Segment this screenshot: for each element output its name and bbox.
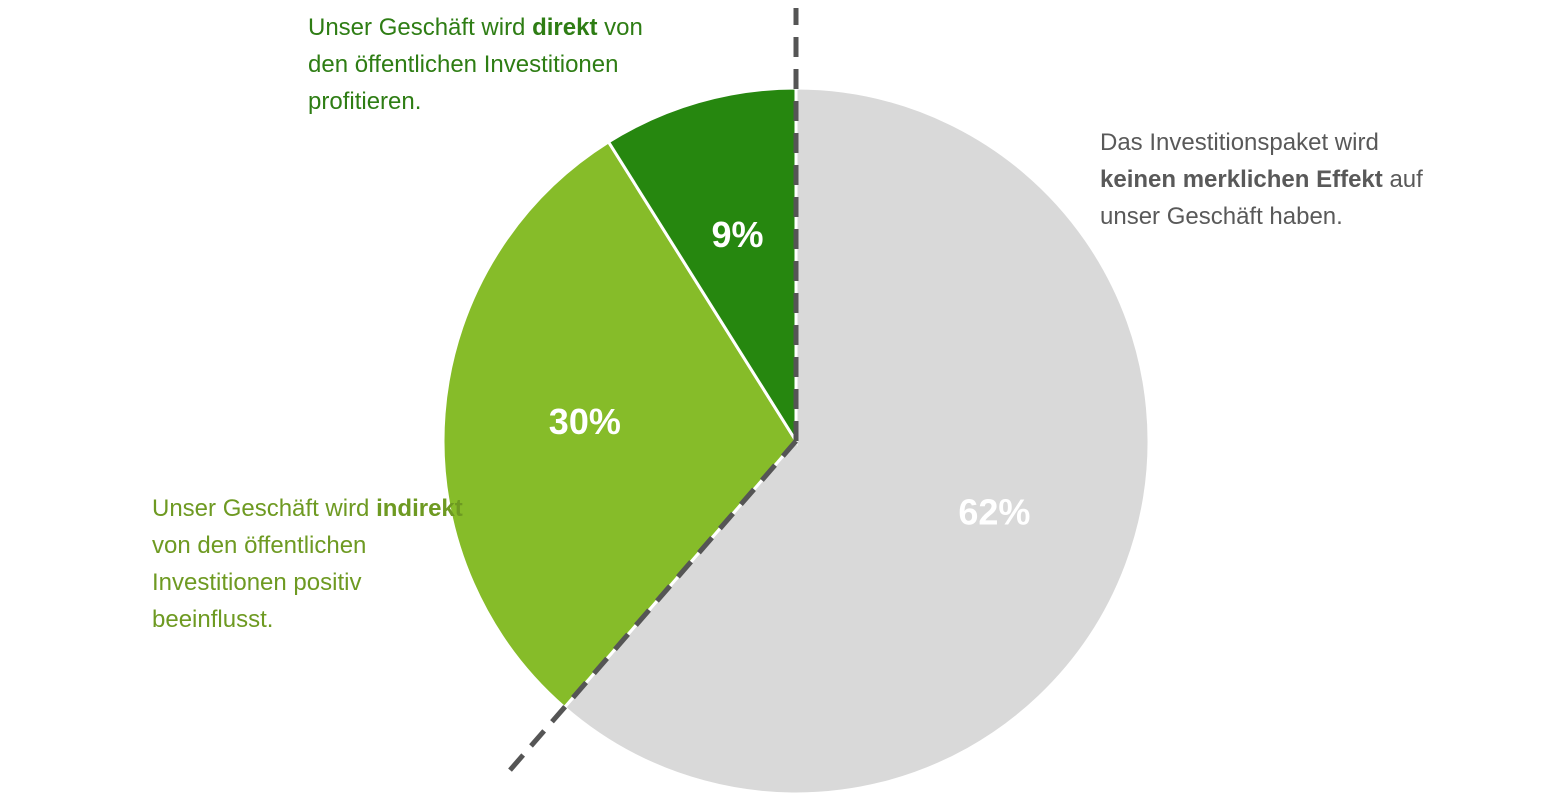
annotation-text: keinen merklichen Effekt: [1100, 166, 1383, 193]
annotation-line: Investitionen positiv: [152, 564, 463, 601]
annotation-text: unser Geschäft haben.: [1100, 203, 1343, 230]
annotation-line: beeinflusst.: [152, 601, 463, 638]
annotation-line: von den öffentlichen: [152, 527, 463, 564]
annotation-text: indirekt: [376, 495, 463, 522]
data-label: 62%: [958, 492, 1030, 533]
annotation-line: Unser Geschäft wird indirekt: [152, 490, 463, 527]
annotation-text: Unser Geschäft wird: [308, 14, 533, 41]
annotation-line: profitieren.: [308, 83, 643, 120]
annotation: Unser Geschäft wird indirekt von den öffe…: [152, 490, 463, 638]
pie-slice: [562, 86, 1151, 794]
annotation-text: auf: [1382, 166, 1423, 193]
annotation-text: direkt: [532, 14, 598, 41]
annotation-text: von: [597, 14, 643, 41]
annotation: Unser Geschäft wird direkt von den öffent…: [308, 9, 643, 120]
annotation-text: den öffentlichen Investitionen: [308, 51, 619, 78]
pie-slice: [606, 86, 798, 447]
annotation-text: Unser Geschäft wird: [152, 495, 377, 522]
annotation-line: keinen merklichen Effekt auf: [1100, 161, 1423, 198]
annotation-line: Das Investitionspaket wird: [1100, 124, 1423, 161]
annotation-line: unser Geschäft haben.: [1100, 198, 1423, 235]
annotation-text: beeinflusst.: [152, 606, 274, 633]
pie-slice: [441, 139, 798, 710]
annotation-text: Investitionen positiv: [152, 569, 362, 596]
guide-line: [505, 439, 798, 775]
annotation-text: von den öffentlichen: [152, 532, 367, 559]
annotation-line: den öffentlichen Investitionen: [308, 46, 643, 83]
annotation: Das Investitionspaket wird keinen merklic…: [1100, 124, 1423, 235]
annotation-text: Das Investitionspaket wird: [1100, 129, 1379, 156]
data-label: 30%: [549, 401, 621, 442]
annotation-line: Unser Geschäft wird direkt von: [308, 9, 643, 46]
annotation-text: profitieren.: [308, 88, 422, 115]
data-label: 9%: [711, 214, 763, 255]
